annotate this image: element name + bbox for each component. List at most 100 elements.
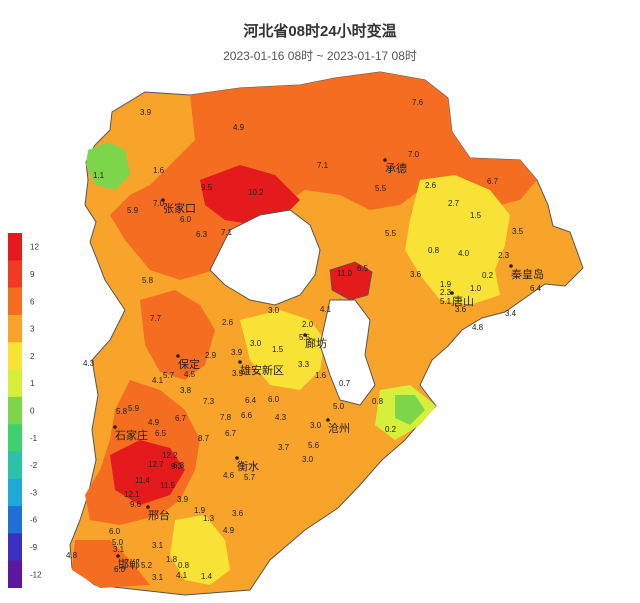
station-value: 7.0: [153, 199, 165, 208]
city-label: 张家口: [163, 201, 196, 215]
city-marker: [509, 264, 513, 268]
warm-region-north: [110, 72, 537, 280]
station-value: 5.5: [375, 184, 387, 193]
station-value: 3.9: [231, 348, 243, 357]
station-value: 0.8: [428, 246, 440, 255]
station-value: 1.5: [272, 345, 284, 354]
station-value: 7.8: [220, 413, 232, 422]
station-value: 9.5: [201, 183, 213, 192]
city-marker: [383, 158, 387, 162]
station-value: 7.0: [408, 150, 420, 159]
station-value: 9.3: [171, 462, 183, 471]
city-label: 廊坊: [305, 336, 327, 350]
station-value: 0.7: [339, 379, 351, 388]
map-subtitle: 2023-01-16 08时 ~ 2023-01-17 08时: [223, 49, 417, 63]
warm-region-south: [72, 540, 150, 588]
station-value: 3.0: [310, 421, 322, 430]
legend-tick-label: -12: [30, 570, 42, 579]
station-value: 3.0: [268, 306, 280, 315]
city-label: 石家庄: [115, 428, 148, 442]
legend-swatch: [8, 451, 22, 480]
station-value: 3.4: [505, 309, 517, 318]
station-value: 3.3: [298, 360, 310, 369]
station-value: 1.9: [194, 506, 206, 515]
station-value: 6.5: [357, 264, 369, 273]
hot-island: [329, 261, 373, 301]
station-value: 5.2: [141, 561, 153, 570]
cool-region-south: [170, 515, 230, 585]
station-value: 1.5: [470, 211, 482, 220]
legend-swatch: [8, 369, 22, 398]
station-value: 2.3: [498, 251, 510, 260]
station-value: 3.0: [250, 339, 262, 348]
station-value: 4.1: [152, 376, 164, 385]
station-value: 11.4: [135, 476, 151, 485]
city-marker: [146, 505, 150, 509]
legend-swatch: [8, 560, 22, 588]
legend-tick-label: -6: [30, 516, 38, 525]
city-marker: [113, 425, 117, 429]
city-marker: [303, 333, 307, 337]
cold-region-coast-core: [395, 395, 425, 425]
station-value: 4.3: [83, 359, 95, 368]
station-value: 3.9: [232, 369, 244, 378]
station-value: 5.8: [142, 276, 154, 285]
city-label: 雄安新区: [240, 363, 284, 377]
station-value: 12.7: [148, 460, 164, 469]
station-value: 6.5: [155, 429, 167, 438]
city-label: 衡水: [237, 460, 259, 473]
station-value: 10.2: [248, 188, 264, 197]
station-value: 0.2: [482, 271, 494, 280]
station-value: 6.0: [180, 215, 192, 224]
station-value: 6.4: [245, 396, 257, 405]
station-value: 6.0: [268, 395, 280, 404]
city-marker: [176, 354, 180, 358]
warm-region-central: [140, 290, 215, 380]
tianjin-enclave: [319, 299, 376, 406]
station-value: 5.5: [385, 229, 397, 238]
station-value: 0.8: [372, 397, 384, 406]
station-value: 6.7: [175, 414, 187, 423]
station-value: 6.3: [173, 461, 185, 470]
station-value: 0.8: [178, 561, 190, 570]
station-value: 4.9: [223, 526, 235, 535]
station-value: 4.1: [320, 305, 332, 314]
legend-tick-label: 3: [30, 325, 35, 334]
map-title: 河北省08时24小时变温: [243, 23, 397, 40]
legend-tick-label: 12: [30, 243, 39, 252]
station-value: 7.3: [203, 397, 215, 406]
legend-swatch: [8, 260, 22, 289]
station-value: 1.6: [315, 371, 327, 380]
city-label: 保定: [178, 357, 200, 371]
legend-swatch: [8, 396, 22, 425]
station-value: 6.3: [196, 230, 208, 239]
city-label: 唐山: [452, 294, 474, 308]
city-marker: [450, 291, 454, 295]
legend-tick-label: 6: [30, 297, 35, 306]
city-marker: [235, 456, 239, 460]
cool-region-central: [240, 310, 325, 390]
station-value: 5.9: [127, 206, 139, 215]
station-value: 4.9: [233, 123, 245, 132]
station-value: 7.1: [221, 228, 233, 237]
station-value: 5.9: [128, 404, 140, 413]
station-value: 1.3: [203, 514, 215, 523]
station-value: 7.6: [412, 98, 424, 107]
station-value: 3.6: [455, 305, 467, 314]
station-value: 4.1: [176, 571, 188, 580]
station-value: 2.6: [425, 181, 437, 190]
station-value: 1.8: [166, 555, 178, 564]
hot-region-southwest: [110, 440, 185, 505]
station-value: 7.1: [317, 161, 329, 170]
city-marker: [161, 198, 165, 202]
city-label: 沧州: [328, 421, 350, 435]
station-value: 5.1: [440, 297, 452, 306]
station-value: 7.7: [150, 314, 162, 323]
city-marker: [116, 554, 120, 558]
temperature-legend: 12 9 6 3 2 1 0 -1 -2 -3 -6 -9 -12: [8, 233, 42, 588]
station-value: 3.1: [113, 545, 125, 554]
legend-swatch: [8, 287, 22, 316]
station-value: 3.6: [232, 509, 244, 518]
station-value: 2.9: [205, 351, 217, 360]
legend-tick-label: -3: [30, 488, 38, 497]
